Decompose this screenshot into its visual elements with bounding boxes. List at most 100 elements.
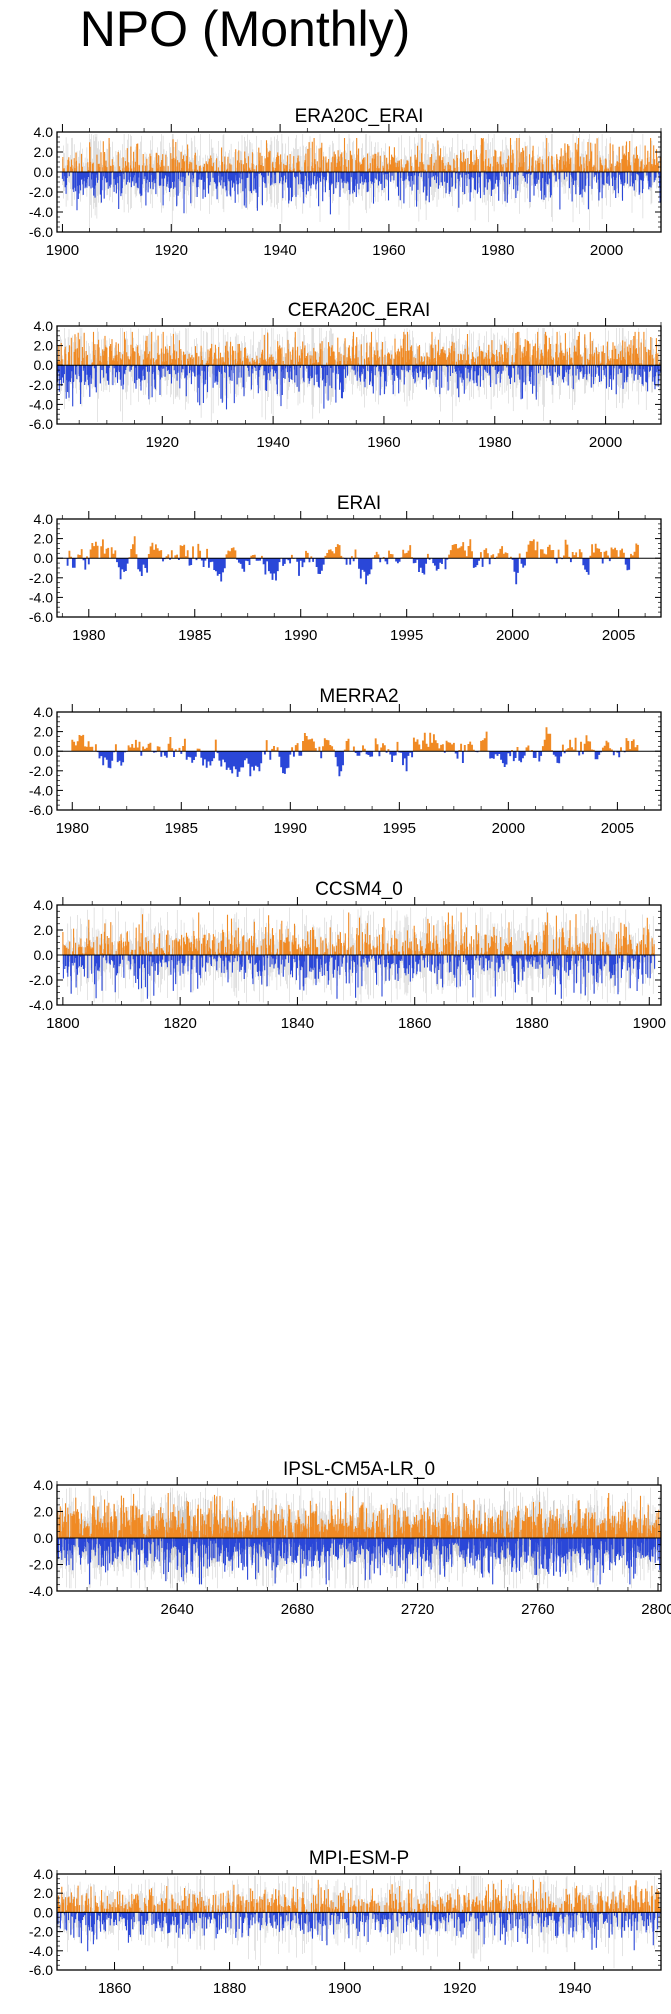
y-tick-label: 4.0 — [34, 704, 54, 720]
y-tick-label: 2.0 — [34, 922, 54, 938]
x-tick-label: 1990 — [284, 627, 317, 644]
npo-panel-6: MPI-ESM-P 4.0 2.0 0.0 -2.0 -4.0 -6.0 1860 1880 19… — [29, 1848, 662, 1997]
y-tick-label: -4.0 — [29, 204, 53, 220]
y-tick-label: 0.0 — [34, 357, 54, 373]
x-tick-label: 1940 — [256, 434, 289, 451]
y-tick-label: 4.0 — [34, 897, 54, 913]
y-tick-label: -4.0 — [29, 782, 53, 798]
y-tick-label: 4.0 — [34, 511, 54, 527]
positive-anomaly-bars — [62, 912, 655, 955]
negative-anomaly-bars — [96, 751, 626, 777]
panel-title: ERAI — [337, 493, 381, 514]
y-tick-label: -2.0 — [29, 1924, 53, 1940]
negative-anomaly-bars — [61, 172, 661, 215]
x-tick-label: 2005 — [602, 627, 635, 644]
x-tick-label: 2640 — [161, 1601, 194, 1618]
y-tick-label: -4.0 — [29, 997, 53, 1013]
y-tick-label: 4.0 — [34, 124, 54, 140]
y-tick-label: 2.0 — [34, 531, 54, 547]
x-tick-label: 2680 — [281, 1601, 314, 1618]
x-tick-label: 1960 — [367, 434, 400, 451]
npo-panel-5: IPSL-CM5A-LR_0 4.0 2.0 0.0 -2.0 -4.0 2640 2680 2… — [29, 1459, 671, 1618]
panel-title: ERA20C_ERAI — [295, 106, 424, 127]
x-tick-label: 1980 — [56, 820, 89, 837]
x-tick-label: 1880 — [213, 1980, 246, 1997]
x-tick-label: 2000 — [492, 820, 525, 837]
y-tick-label: 2.0 — [34, 724, 54, 740]
positive-anomaly-bars — [71, 727, 639, 752]
x-tick-label: 1900 — [46, 242, 79, 259]
y-tick-label: 2.0 — [34, 1885, 54, 1901]
y-tick-label: -4.0 — [29, 396, 53, 412]
x-tick-label: 1960 — [372, 242, 405, 259]
negative-anomaly-bars — [62, 955, 656, 999]
y-tick-label: -6.0 — [29, 416, 53, 432]
npo-panel-2: ERAI 4.0 2.0 0.0 -2.0 -4.0 -6.0 1980 1985 1990 199… — [29, 493, 662, 644]
x-tick-label: 1920 — [155, 242, 188, 259]
y-tick-label: -2.0 — [29, 184, 53, 200]
y-tick-label: 2.0 — [34, 338, 54, 354]
y-tick-label: 2.0 — [34, 1504, 54, 1520]
x-tick-label: 1860 — [398, 1015, 431, 1032]
panel-title: IPSL-CM5A-LR_0 — [283, 1459, 435, 1480]
panel-title: CCSM4_0 — [315, 879, 403, 900]
x-tick-label: 1985 — [178, 627, 211, 644]
y-tick-label: -2.0 — [29, 377, 53, 393]
x-tick-label: 1900 — [328, 1980, 361, 1997]
positive-anomaly-bars — [68, 536, 639, 559]
x-tick-label: 1995 — [390, 627, 423, 644]
positive-anomaly-bars — [57, 331, 661, 366]
y-tick-label: 4.0 — [34, 1477, 54, 1493]
y-tick-label: 0.0 — [34, 743, 54, 759]
y-tick-label: 0.0 — [34, 1904, 54, 1920]
x-tick-label: 2000 — [589, 434, 622, 451]
x-tick-label: 1920 — [443, 1980, 476, 1997]
y-tick-label: 4.0 — [34, 1866, 54, 1882]
x-tick-label: 2000 — [590, 242, 623, 259]
y-tick-label: -2.0 — [29, 972, 53, 988]
y-tick-label: -4.0 — [29, 589, 53, 605]
x-tick-label: 2000 — [496, 627, 529, 644]
y-tick-label: -6.0 — [29, 1962, 53, 1978]
negative-anomaly-bars — [66, 558, 631, 585]
x-tick-label: 1800 — [46, 1015, 79, 1032]
y-tick-label: -4.0 — [29, 1943, 53, 1959]
npo-panel-4: CCSM4_0 4.0 2.0 0.0 -2.0 -4.0 1800 1820 1840 1860… — [29, 879, 666, 1032]
y-tick-label: 0.0 — [34, 550, 54, 566]
x-tick-label: 1900 — [633, 1015, 666, 1032]
npo-panel-1: CERA20C_ERAI 4.0 2.0 0.0 -2.0 -4.0 -6.0 1920 194… — [29, 300, 662, 451]
y-tick-label: 0.0 — [34, 947, 54, 963]
x-tick-label: 1860 — [98, 1980, 131, 1997]
x-tick-label: 1985 — [165, 820, 198, 837]
y-tick-label: -4.0 — [29, 1583, 53, 1599]
panel-title: MPI-ESM-P — [309, 1848, 409, 1869]
y-tick-label: -6.0 — [29, 224, 53, 240]
x-tick-label: 2720 — [401, 1601, 434, 1618]
y-tick-label: 0.0 — [34, 164, 54, 180]
x-tick-label: 1980 — [481, 242, 514, 259]
x-tick-label: 1990 — [274, 820, 307, 837]
y-tick-label: -6.0 — [29, 802, 53, 818]
x-tick-label: 1940 — [263, 242, 296, 259]
plot-frame — [56, 711, 662, 811]
x-tick-label: 1920 — [146, 434, 179, 451]
y-tick-label: 0.0 — [34, 1530, 54, 1546]
panel-title: MERRA2 — [319, 686, 398, 707]
y-tick-label: -2.0 — [29, 763, 53, 779]
x-tick-label: 2005 — [601, 820, 634, 837]
x-tick-label: 2760 — [521, 1601, 554, 1618]
panel-title: CERA20C_ERAI — [288, 300, 431, 321]
x-tick-label: 1995 — [383, 820, 416, 837]
y-tick-label: -2.0 — [29, 570, 53, 586]
x-tick-label: 1880 — [515, 1015, 548, 1032]
x-tick-label: 1840 — [281, 1015, 314, 1032]
x-tick-label: 1980 — [72, 627, 105, 644]
figure-title: NPO (Monthly) — [79, 1, 411, 57]
npo-panel-0: ERA20C_ERAI 4.0 2.0 0.0 -2.0 -4.0 -6.0 1900 1920… — [29, 106, 662, 259]
y-tick-label: -6.0 — [29, 609, 53, 625]
x-tick-label: 2800 — [641, 1601, 671, 1618]
x-tick-label: 1820 — [163, 1015, 196, 1032]
x-tick-label: 1980 — [478, 434, 511, 451]
y-tick-label: 2.0 — [34, 144, 54, 160]
